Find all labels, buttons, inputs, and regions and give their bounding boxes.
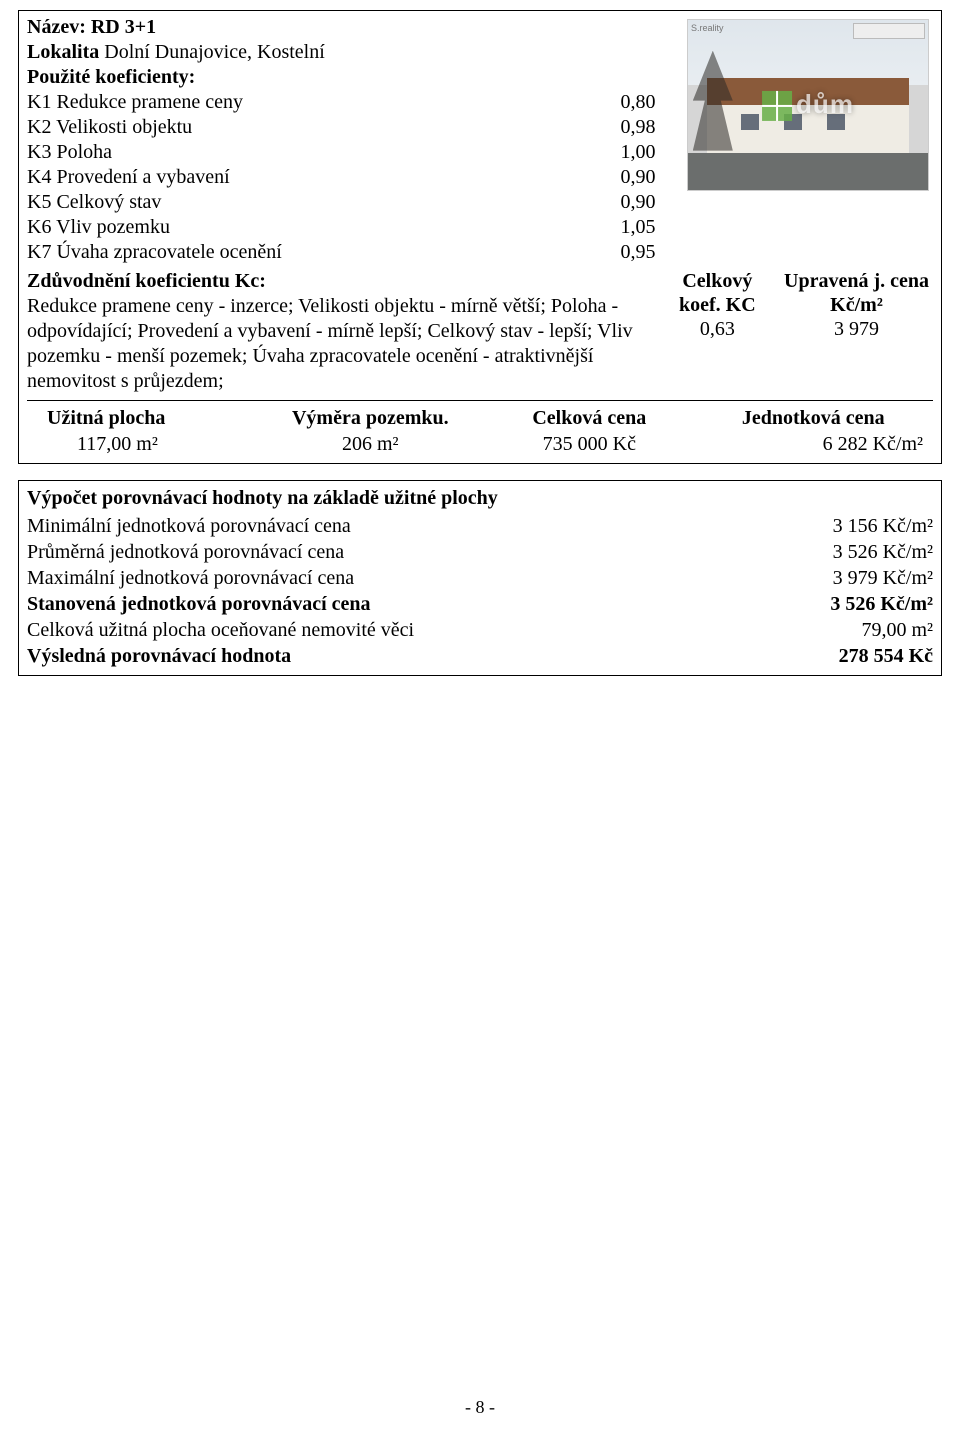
calc-row-label: Celková užitná plocha oceňované nemovité… xyxy=(27,617,414,643)
koef-head1a: Celkový xyxy=(682,269,752,293)
coeff-row: K2 Velikosti objektu 0,98 xyxy=(27,115,683,140)
property-box: Název: RD 3+1 Lokalita Dolní Dunajovice,… xyxy=(18,10,942,464)
calc-head: Výpočet porovnávací hodnoty na základě u… xyxy=(27,485,933,511)
thumb-source: S.reality xyxy=(691,23,724,33)
page-number: - 8 - xyxy=(0,1397,960,1418)
calculation-box: Výpočet porovnávací hodnoty na základě u… xyxy=(18,480,942,676)
property-thumbnail: S.reality dům xyxy=(687,19,929,191)
locality-value: Dolní Dunajovice, Kostelní xyxy=(104,41,325,63)
coeff-row: K7 Úvaha zpracovatele ocenění 0,95 xyxy=(27,240,683,265)
locality-label: Lokalita xyxy=(27,41,99,63)
coeff-row: K5 Celkový stav 0,90 xyxy=(27,190,683,215)
calc-row: Maximální jednotková porovnávací cena 3 9… xyxy=(27,565,933,591)
koef-val2: 3 979 xyxy=(834,317,879,342)
calc-row: Průměrná jednotková porovnávací cena 3 52… xyxy=(27,539,933,565)
coeff-value: 0,80 xyxy=(593,90,683,115)
koef-head2b: Kč/m² xyxy=(830,293,883,317)
calc-row-value: 79,00 m² xyxy=(803,617,933,643)
calc-row: Minimální jednotková porovnávací cena 3 1… xyxy=(27,513,933,539)
property-locality: Lokalita Dolní Dunajovice, Kostelní xyxy=(27,40,683,65)
coeff-value: 0,98 xyxy=(593,115,683,140)
koef-result-block: Celkový koef. KC 0,63 Upravená j. cena K… xyxy=(675,269,933,342)
koef-val1: 0,63 xyxy=(700,317,735,342)
coeff-label: K7 Úvaha zpracovatele ocenění xyxy=(27,240,593,265)
coeff-label: K3 Poloha xyxy=(27,140,593,165)
calc-row-value: 3 526 Kč/m² xyxy=(803,539,933,565)
calc-row-label: Stanovená jednotková porovnávací cena xyxy=(27,591,371,617)
calc-row: Celková užitná plocha oceňované nemovité… xyxy=(27,617,933,643)
coeff-value: 1,05 xyxy=(593,215,683,240)
sum-val-4: 6 282 Kč/m² xyxy=(823,431,923,457)
watermark-icon xyxy=(762,91,792,121)
justification-text: Redukce pramene ceny - inzerce; Velikost… xyxy=(27,294,659,394)
calc-row-label: Výsledná porovnávací hodnota xyxy=(27,643,291,669)
coeff-row: K4 Provedení a vybavení 0,90 xyxy=(27,165,683,190)
watermark-text: dům xyxy=(796,89,854,119)
sum-head-4: Jednotková cena xyxy=(742,405,885,431)
summary-table: Užitná plocha 117,00 m² Výměra pozemku. … xyxy=(27,400,933,457)
coeff-value: 0,95 xyxy=(593,240,683,265)
calc-row-value: 3 526 Kč/m² xyxy=(803,591,933,617)
coeff-table: K1 Redukce pramene ceny 0,80 K2 Velikost… xyxy=(27,90,683,265)
coeff-label: K4 Provedení a vybavení xyxy=(27,165,593,190)
koef-head1b: koef. KC xyxy=(679,293,756,317)
sum-head-1: Užitná plocha xyxy=(47,405,165,431)
coeff-row: K3 Poloha 1,00 xyxy=(27,140,683,165)
coeff-label: K2 Velikosti objektu xyxy=(27,115,593,140)
sum-val-2: 206 m² xyxy=(342,431,399,457)
calc-row: Výsledná porovnávací hodnota 278 554 Kč xyxy=(27,643,933,669)
sum-head-2: Výměra pozemku. xyxy=(292,405,449,431)
calc-row: Stanovená jednotková porovnávací cena 3 5… xyxy=(27,591,933,617)
calc-row-value: 278 554 Kč xyxy=(803,643,933,669)
property-title: Název: RD 3+1 xyxy=(27,15,683,40)
calc-row-label: Minimální jednotková porovnávací cena xyxy=(27,513,351,539)
thumb-watermark: dům xyxy=(762,89,854,121)
calc-row-label: Maximální jednotková porovnávací cena xyxy=(27,565,354,591)
calc-row-value: 3 979 Kč/m² xyxy=(803,565,933,591)
justification-label: Zdůvodnění koeficientu Kc: xyxy=(27,269,659,294)
calc-row-label: Průměrná jednotková porovnávací cena xyxy=(27,539,344,565)
koef-head2a: Upravená j. cena xyxy=(784,269,929,293)
coeff-label: K1 Redukce pramene ceny xyxy=(27,90,593,115)
sum-val-1: 117,00 m² xyxy=(47,431,158,457)
sum-val-3: 735 000 Kč xyxy=(543,431,636,457)
sum-head-3: Celková cena xyxy=(532,405,646,431)
thumb-badge xyxy=(853,23,925,39)
coeff-row: K6 Vliv pozemku 1,05 xyxy=(27,215,683,240)
calc-row-value: 3 156 Kč/m² xyxy=(803,513,933,539)
coeff-value: 0,90 xyxy=(593,165,683,190)
coeff-row: K1 Redukce pramene ceny 0,80 xyxy=(27,90,683,115)
coeff-label: K6 Vliv pozemku xyxy=(27,215,593,240)
coeff-label: K5 Celkový stav xyxy=(27,190,593,215)
coeff-header: Použité koeficienty: xyxy=(27,65,683,90)
coeff-value: 1,00 xyxy=(593,140,683,165)
coeff-value: 0,90 xyxy=(593,190,683,215)
